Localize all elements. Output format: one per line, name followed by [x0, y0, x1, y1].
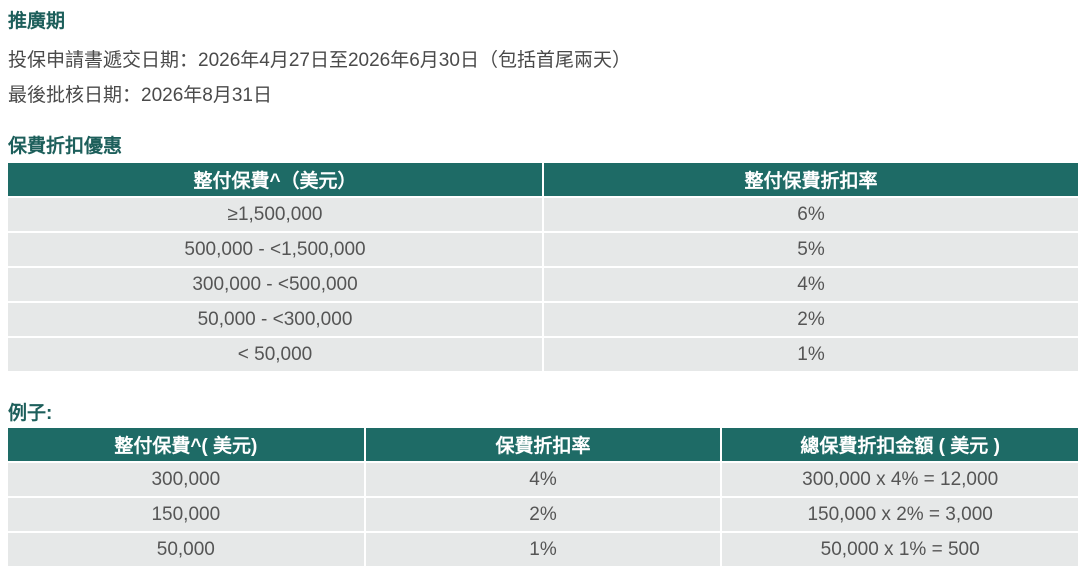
section-title: 推廣期 [8, 11, 66, 32]
table-row: 50,000 - <300,000 2% [8, 301, 1078, 337]
text-line: 最後批核日期：2026年8月31日 [8, 85, 272, 106]
table-row: 300,000 4% 300,000 x 4% = 12,000 [8, 461, 1078, 497]
table-cell: 1% [363, 531, 722, 566]
table-row: 50,000 1% 50,000 x 1% = 500 [8, 531, 1078, 566]
table-cell: 6% [542, 196, 1078, 232]
table-cell: 150,000 x 2% = 3,000 [720, 496, 1078, 532]
header-cell: 整付保費^( 美元) [8, 428, 365, 462]
table-cell: 300,000 - <500,000 [8, 266, 543, 302]
table-cell: 50,000 x 1% = 500 [720, 531, 1078, 566]
table-cell: 4% [542, 266, 1078, 302]
table-cell: < 50,000 [8, 336, 543, 371]
table-cell: 50,000 [8, 531, 365, 566]
header-row: 整付保費^( 美元) 保費折扣率 總保費折扣金額 ( 美元 ) [8, 428, 1078, 462]
table-cell: 4% [363, 461, 722, 497]
section-title: 例子: [8, 403, 53, 424]
header-row: 整付保費^（美元） 整付保費折扣率 [8, 163, 1078, 197]
table-cell: 300,000 x 4% = 12,000 [720, 461, 1078, 497]
table-row: 500,000 - <1,500,000 5% [8, 231, 1078, 267]
table-cell: 5% [542, 231, 1078, 267]
table-cell: 2% [542, 301, 1078, 337]
table-row: < 50,000 1% [8, 336, 1078, 371]
table-row: 300,000 - <500,000 4% [8, 266, 1078, 302]
example-table: 整付保費^( 美元) 保費折扣率 總保費折扣金額 ( 美元 ) 300,000 4% 30… [8, 428, 1078, 566]
table-cell: 2% [363, 496, 722, 532]
table-cell: 1% [542, 336, 1078, 371]
table-cell: 50,000 - <300,000 [8, 301, 543, 337]
table-row: 150,000 2% 150,000 x 2% = 3,000 [8, 496, 1078, 532]
header-cell: 總保費折扣金額 ( 美元 ) [720, 428, 1078, 462]
table-cell: ≥1,500,000 [8, 196, 543, 232]
header-cell: 保費折扣率 [363, 428, 722, 462]
section-title: 保費折扣優惠 [8, 136, 123, 157]
table-row: ≥1,500,000 6% [8, 196, 1078, 232]
header-cell: 整付保費折扣率 [542, 163, 1078, 197]
table-cell: 150,000 [8, 496, 365, 532]
header-cell: 整付保費^（美元） [8, 163, 543, 197]
discount-table: 整付保費^（美元） 整付保費折扣率 ≥1,500,000 6% 500,000 - <1… [8, 163, 1078, 371]
table-cell: 300,000 [8, 461, 365, 497]
table-cell: 500,000 - <1,500,000 [8, 231, 543, 267]
text-line: 投保申請書遞交日期：2026年4月27日至2026年6月30日（包括首尾兩天） [8, 50, 631, 71]
